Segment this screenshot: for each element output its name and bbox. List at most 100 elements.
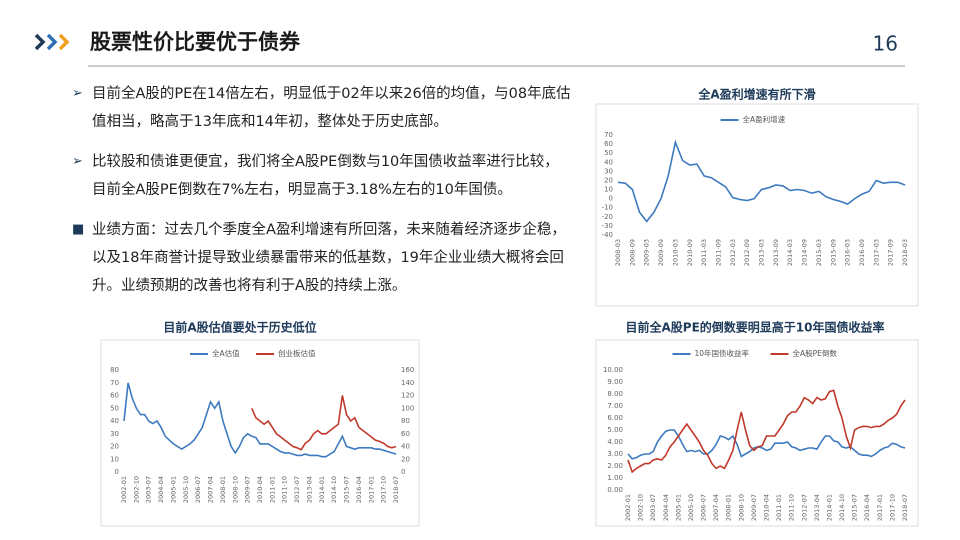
x-tick-label: 2008-01 <box>725 494 733 521</box>
y-tick-label: 0 <box>401 468 405 476</box>
x-tick-label: 2003-07 <box>649 494 657 521</box>
y-tick-label: 60 <box>110 392 119 400</box>
x-tick-label: 2006-07 <box>194 476 202 503</box>
y-tick-label: -20 <box>602 213 613 221</box>
legend-label: 全A盈利增速 <box>743 114 786 124</box>
x-tick-label: 2005-01 <box>674 494 682 521</box>
x-tick-label: 2012-07 <box>800 494 808 521</box>
x-tick-label: 2014-03 <box>786 239 794 266</box>
bullet-text: 目前全A股的PE在14倍左右，明显低于02年以来26倍的均值，与08年底估值相当… <box>92 86 571 130</box>
y-tick-label: 20 <box>110 443 119 451</box>
x-tick-label: 2012-03 <box>729 239 737 266</box>
y-tick-label: 3.00 <box>607 450 623 458</box>
x-tick-label: 2008-03 <box>614 239 622 266</box>
x-tick-label: 2016-04 <box>863 494 871 521</box>
x-tick-label: 2015-03 <box>815 239 823 266</box>
y-tick-label: 0 <box>115 468 119 476</box>
x-tick-label: 2013-09 <box>772 239 780 266</box>
y-tick-label: 20 <box>604 176 613 184</box>
x-tick-label: 2010-04 <box>763 494 771 521</box>
x-tick-label: 2002-10 <box>637 494 645 521</box>
x-tick-label: 2011-09 <box>714 239 722 266</box>
x-tick-label: 2018-03 <box>901 239 909 266</box>
y-tick-label: 7.00 <box>607 402 623 410</box>
x-tick-label: 2004-04 <box>662 494 670 521</box>
y-tick-label: 70 <box>604 131 613 139</box>
slide-title: 股票性价比要优于债券 <box>90 30 301 54</box>
chart-title: 全A盈利增速有所下滑 <box>697 87 815 102</box>
chart-frame <box>595 339 919 527</box>
y-tick-label: 50 <box>110 404 119 412</box>
y-tick-label: 8.00 <box>607 390 623 398</box>
chart-title: 目前A股估值要处于历史低位 <box>163 320 316 335</box>
y-tick-label: 60 <box>401 430 410 438</box>
x-tick-label: 2002-01 <box>624 494 632 521</box>
x-tick-label: 2006-07 <box>700 494 708 521</box>
x-tick-label: 2010-04 <box>256 476 264 503</box>
y-tick-label: 10.00 <box>603 366 623 374</box>
series-line <box>123 382 397 458</box>
x-tick-label: 2014-10 <box>838 494 846 521</box>
x-tick-label: 2007-04 <box>207 476 215 503</box>
x-tick-label: 2017-01 <box>876 494 884 521</box>
y-tick-label: 4.00 <box>607 438 623 446</box>
x-tick-label: 2014-10 <box>330 476 338 503</box>
x-tick-label: 2015-09 <box>829 239 837 266</box>
x-tick-label: 2014-01 <box>318 476 326 503</box>
bullet: ➢ 目前全A股的PE在14倍左右，明显低于02年以来26倍的均值，与08年底估值相… <box>72 80 572 136</box>
y-tick-label: 9.00 <box>607 378 623 386</box>
y-tick-label: -40 <box>602 231 613 239</box>
series-line <box>627 429 906 460</box>
y-tick-label: 40 <box>401 443 410 451</box>
bullet: ■ 业绩方面：过去几个季度全A盈利增速有所回落，未来随着经济逐步企稳，以及18年商… <box>72 216 572 300</box>
x-tick-label: 2017-10 <box>380 476 388 503</box>
x-tick-label: 2012-07 <box>293 476 301 503</box>
series-line <box>617 139 906 223</box>
x-tick-label: 2009-09 <box>657 239 665 266</box>
bullet-text: 业绩方面：过去几个季度全A盈利增速有所回落，未来随着经济逐步企稳，以及18年商誉… <box>92 222 566 294</box>
y-tick-label: 5.00 <box>607 426 623 434</box>
y-tick-label: 1.00 <box>607 474 623 482</box>
y-tick-label: 6.00 <box>607 414 623 422</box>
x-tick-label: 2010-09 <box>686 239 694 266</box>
x-tick-label: 2011-01 <box>775 494 783 521</box>
y-tick-label: 10 <box>604 186 613 194</box>
y-tick-label: 160 <box>401 366 414 374</box>
x-tick-label: 2014-09 <box>801 239 809 266</box>
y-tick-label: 60 <box>604 140 613 148</box>
y-tick-label: 30 <box>110 430 119 438</box>
y-tick-label: -10 <box>602 204 613 212</box>
legend-label: 创业板估值 <box>278 348 316 358</box>
y-tick-label: 20 <box>401 455 410 463</box>
x-tick-label: 2013-03 <box>758 239 766 266</box>
x-tick-label: 2005-10 <box>182 476 190 503</box>
bullet-text: 比较股和债谁更便宜，我们将全A股PE倒数与10年国债收益率进行比较，目前全A股P… <box>92 154 559 198</box>
x-tick-label: 2016-09 <box>858 239 866 266</box>
x-tick-label: 2008-10 <box>231 476 239 503</box>
legend-label: 全A股PE倒数 <box>793 348 838 358</box>
x-tick-label: 2016-04 <box>355 476 363 503</box>
x-tick-label: 2010-03 <box>671 239 679 266</box>
x-tick-label: 2007-04 <box>712 494 720 521</box>
y-tick-label: 40 <box>604 158 613 166</box>
chart-title: 目前全A股PE的倒数要明显高于10年国债收益率 <box>626 320 885 335</box>
page-number: 16 <box>873 32 898 56</box>
y-tick-label: 80 <box>110 366 119 374</box>
x-tick-label: 2017-10 <box>888 494 896 521</box>
x-tick-label: 2011-01 <box>268 476 276 503</box>
y-tick-label: -30 <box>602 222 613 230</box>
x-tick-label: 2008-09 <box>628 239 636 266</box>
x-tick-label: 2005-01 <box>169 476 177 503</box>
x-tick-label: 2012-09 <box>743 239 751 266</box>
chart-frame <box>595 103 919 307</box>
x-tick-label: 2011-10 <box>281 476 289 503</box>
y-tick-label: 80 <box>401 417 410 425</box>
x-tick-label: 2002-01 <box>120 476 128 503</box>
y-tick-label: 30 <box>604 167 613 175</box>
x-tick-label: 2009-03 <box>643 239 651 266</box>
y-tick-label: 10 <box>110 455 119 463</box>
y-tick-label: 40 <box>110 417 119 425</box>
legend-label: 全A估值 <box>212 348 240 358</box>
